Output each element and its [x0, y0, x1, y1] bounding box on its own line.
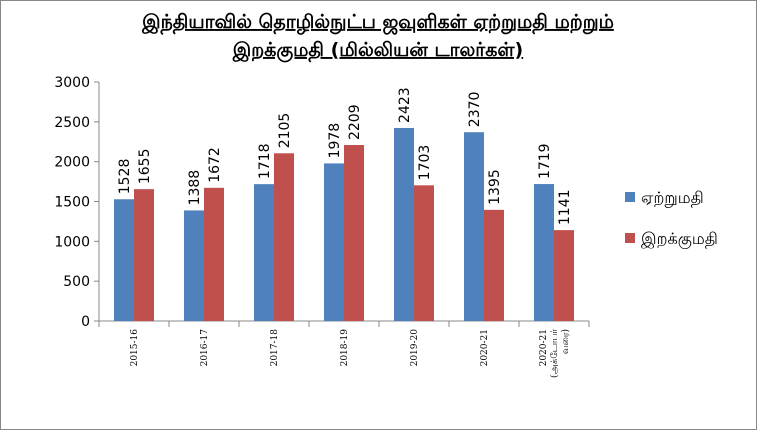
bar	[394, 127, 414, 321]
bar	[414, 185, 434, 321]
value-label: 1388	[187, 170, 203, 206]
legend-swatch	[625, 233, 635, 243]
text-line: இறக்குமதி (மில்லியன் டாலர்கள்)	[232, 39, 523, 63]
bar	[324, 163, 344, 321]
bar	[204, 187, 224, 321]
y-tick-label: 3000	[54, 75, 90, 91]
x-tick-label: 2016-17	[200, 329, 210, 367]
value-label: 2423	[397, 87, 413, 123]
bar	[254, 184, 274, 321]
value-label: 1978	[327, 123, 343, 159]
value-label: 1395	[487, 169, 503, 205]
legend-label: ஏற்றுமதி	[641, 188, 704, 208]
value-label: 2105	[277, 113, 293, 149]
bar	[274, 153, 294, 321]
bar	[184, 210, 204, 321]
bar	[344, 145, 364, 321]
legend-label: இறக்குமதி	[641, 229, 718, 249]
bar	[534, 184, 554, 321]
bar	[114, 199, 134, 321]
y-tick-label: 2500	[54, 115, 90, 131]
value-label: 2209	[347, 104, 363, 140]
value-label: 1703	[417, 145, 433, 181]
bar	[134, 189, 154, 321]
text-line: (அக்டோபர்	[549, 329, 560, 378]
value-label: 1655	[137, 149, 153, 185]
bar	[554, 230, 574, 321]
legend-swatch	[625, 192, 635, 202]
text-line: இந்தியாவில் தொழில்நுட்ப ஜவுளிகள் ஏற்றுமத…	[141, 11, 614, 35]
y-tick-label: 0	[81, 314, 90, 330]
text-line: வரை)	[560, 329, 571, 354]
text-line: 2020-21	[539, 329, 549, 366]
y-tick-label: 1000	[54, 234, 90, 250]
x-tick-label: 2015-16	[130, 329, 140, 367]
value-label: 1141	[557, 189, 573, 225]
value-label: 1718	[257, 143, 273, 179]
value-label: 1719	[537, 143, 553, 179]
x-tick-label: 2020-21(அக்டோபர்வரை)	[539, 329, 571, 378]
value-label: 1672	[207, 147, 223, 183]
y-tick-label: 2000	[54, 155, 90, 171]
value-label: 2370	[467, 92, 483, 128]
chart-title: இந்தியாவில் தொழில்நுட்ப ஜவுளிகள் ஏற்றுமத…	[141, 11, 614, 63]
x-tick-label: 2020-21	[480, 329, 490, 366]
y-tick-label: 500	[63, 274, 90, 290]
x-tick-label: 2018-19	[340, 329, 350, 367]
bar	[484, 209, 504, 321]
value-label: 1528	[117, 159, 133, 195]
bar	[464, 132, 484, 321]
y-tick-label: 1500	[54, 195, 90, 211]
x-tick-label: 2017-18	[270, 329, 280, 367]
x-tick-label: 2019-20	[410, 329, 420, 367]
